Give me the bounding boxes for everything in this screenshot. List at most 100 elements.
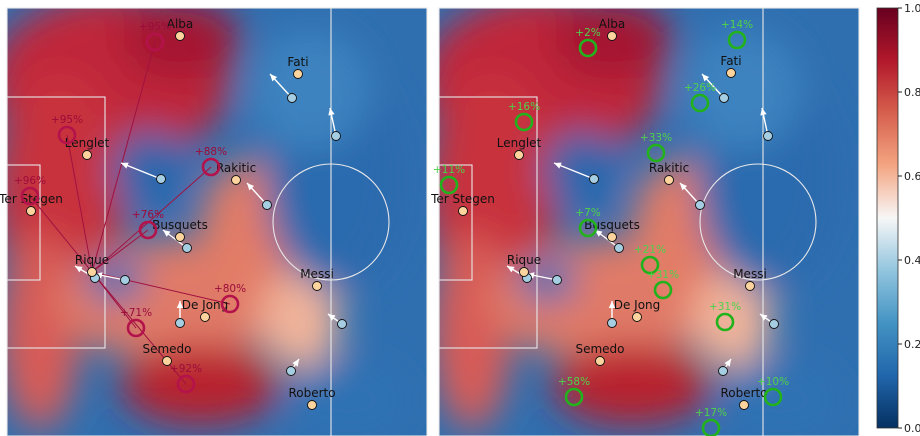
pass-option-ring xyxy=(690,93,710,113)
left-heatmap xyxy=(7,8,410,436)
attacker-dot xyxy=(664,175,674,185)
arrow-head xyxy=(680,183,688,191)
player-label: Busquets xyxy=(152,218,208,232)
left-pitch-lines xyxy=(6,7,428,436)
defender-dot xyxy=(614,243,624,253)
pass-option-ring xyxy=(727,30,747,50)
attacker-dot xyxy=(632,312,642,322)
player-label: Lenglet xyxy=(497,136,542,150)
defender-dot xyxy=(607,318,617,328)
arrow-head xyxy=(75,266,83,273)
pass-option-value: +96% xyxy=(14,175,46,187)
colorbar: 0.0 0.2 0.4 0.6 0.8 1.0 xyxy=(876,2,920,435)
left-defenders xyxy=(90,93,347,376)
arrow-head xyxy=(163,230,171,237)
pass-option-ring xyxy=(201,157,221,177)
player-label: Alba xyxy=(599,17,626,31)
pass-option-ring xyxy=(57,125,77,145)
right-heatmap xyxy=(439,8,842,436)
attacker-dot xyxy=(519,267,529,277)
defender-dot xyxy=(695,200,705,210)
pass-option-ring xyxy=(715,312,735,332)
defender-dot xyxy=(287,93,297,103)
right-pitch-panel: Alba Fati Lenglet Rakitic Ter Stegen Busquets… xyxy=(430,7,860,436)
player-label: Rique xyxy=(75,253,109,267)
right-defender-arrows xyxy=(506,73,775,372)
defender-dot xyxy=(182,243,192,253)
left-defender-arrows xyxy=(74,73,343,372)
pass-option-value: +7% xyxy=(575,207,600,219)
defender-dot xyxy=(286,366,296,376)
player-label: Messi xyxy=(300,267,334,281)
right-pass-options: +2% +14% +26% +16% +33% +11% +7% +21% +31% +31% +5… xyxy=(433,19,789,436)
left-pass-options: +95% +95% +88% +96% +76% +80% +71% +92% xyxy=(14,21,246,394)
pass-option-ring xyxy=(439,175,459,195)
pass-option-ring xyxy=(646,143,666,163)
attacker-dot xyxy=(595,356,605,366)
arrow-head xyxy=(176,301,184,308)
attacker-dot xyxy=(82,150,92,160)
defender-dot xyxy=(337,319,347,329)
pass-option-ring xyxy=(701,418,721,436)
attacker-dot xyxy=(607,31,617,41)
left-attackers: Alba Fati Lenglet Rakitic Ter Stegen Busquets… xyxy=(0,17,336,410)
left-pass-lines xyxy=(29,41,231,385)
colorbar-tick-label: 0.0 xyxy=(904,422,920,435)
defender-dot xyxy=(589,174,599,184)
defender-velocity-arrow xyxy=(120,162,162,180)
right-attackers: Alba Fati Lenglet Rakitic Ter Stegen Busquets… xyxy=(430,17,768,410)
arrow-head xyxy=(247,183,255,191)
arrow-head xyxy=(760,314,768,321)
player-label: Roberto xyxy=(288,386,335,400)
pass-option-value: +14% xyxy=(721,19,753,31)
arrow-head xyxy=(554,162,562,169)
pass-option-value: +31% xyxy=(709,301,741,313)
arrow-head xyxy=(608,301,616,308)
attacker-dot xyxy=(175,232,185,242)
player-label: Roberto xyxy=(720,386,767,400)
attacker-dot xyxy=(175,31,185,41)
defender-dot xyxy=(156,174,166,184)
player-label: Rakitic xyxy=(216,161,256,175)
attacker-dot xyxy=(458,206,468,216)
pass-option-value: +2% xyxy=(575,27,600,39)
pass-option-value: +26% xyxy=(684,82,716,94)
pass-line xyxy=(29,195,93,273)
right-pitch-lines xyxy=(438,7,860,436)
player-label: Alba xyxy=(167,17,194,31)
pass-option-ring xyxy=(20,186,40,206)
pass-option-value: +80% xyxy=(214,283,246,295)
attacker-dot xyxy=(514,150,524,160)
pass-option-ring xyxy=(514,112,534,132)
defender-dot xyxy=(120,275,130,285)
defender-dot xyxy=(718,366,728,376)
defender-dot xyxy=(769,319,779,329)
arrow-head xyxy=(507,266,515,273)
player-label: Ter Stegen xyxy=(430,192,495,206)
player-label: Rakitic xyxy=(649,161,689,175)
arrow-head xyxy=(595,230,603,237)
player-label: Rique xyxy=(507,253,541,267)
arrow-head xyxy=(292,359,299,367)
pass-option-ring xyxy=(138,220,158,240)
pass-option-ring xyxy=(578,38,598,58)
defender-velocity-arrow xyxy=(553,162,595,180)
pass-option-value: +92% xyxy=(170,363,202,375)
pass-option-value: +31% xyxy=(647,269,679,281)
defender-dot xyxy=(552,275,562,285)
player-label: Lenglet xyxy=(65,136,110,150)
attacker-dot xyxy=(607,232,617,242)
arrow-head xyxy=(760,108,767,116)
colorbar-tick-label: 1.0 xyxy=(904,2,920,15)
attacker-dot xyxy=(312,281,322,291)
arrow-head xyxy=(702,74,710,82)
defender-dot xyxy=(331,131,341,141)
player-label: De Jong xyxy=(614,298,661,312)
arrow-head xyxy=(270,74,278,82)
player-label: De Jong xyxy=(182,298,229,312)
defender-dot xyxy=(763,131,773,141)
colorbar-tick-label: 0.6 xyxy=(904,170,920,183)
colorbar-tick-label: 0.2 xyxy=(904,338,920,351)
arrow-head xyxy=(328,108,335,116)
